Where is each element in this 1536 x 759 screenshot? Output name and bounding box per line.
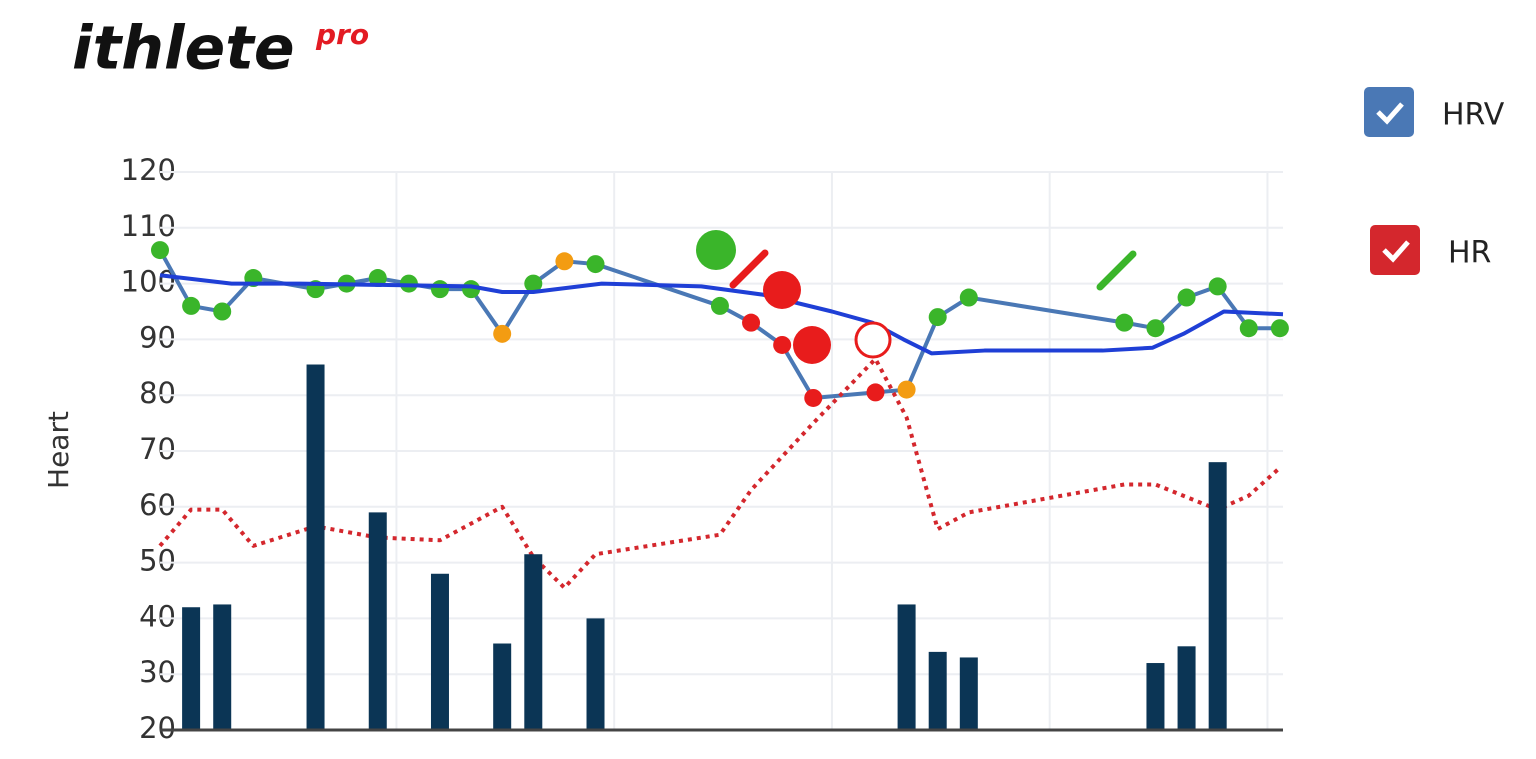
- y-tick-label: 80: [139, 376, 176, 410]
- y-tick-label: 40: [139, 599, 176, 633]
- point: [1177, 288, 1196, 307]
- bar: [897, 604, 916, 730]
- point: [213, 302, 232, 321]
- mood-icons: [696, 230, 1137, 364]
- bar: [213, 604, 232, 730]
- point: [368, 269, 387, 288]
- dropper-icon: [1096, 250, 1137, 291]
- point: [866, 383, 885, 402]
- bar: [959, 657, 978, 730]
- bar: [430, 573, 449, 730]
- dropper-icon: [729, 249, 769, 289]
- y-tick-label: 90: [139, 320, 176, 354]
- legend-check: [1382, 240, 1410, 263]
- legend-label: HRV: [1442, 98, 1505, 133]
- bar: [1177, 646, 1196, 730]
- point: [555, 252, 574, 271]
- bar: [182, 607, 201, 730]
- mood-icon: [763, 271, 801, 309]
- bar: [928, 651, 947, 730]
- point: [1115, 313, 1134, 332]
- point: [1239, 319, 1258, 338]
- mood-icon: [696, 230, 736, 270]
- bar: [1208, 462, 1227, 730]
- mood-icon: [793, 326, 831, 364]
- point: [959, 288, 978, 307]
- legend-check: [1376, 102, 1404, 125]
- y-tick-label: 60: [139, 488, 176, 522]
- y-axis-label: Heart: [42, 411, 75, 489]
- logo-suffix: pro: [315, 18, 369, 51]
- point: [897, 380, 916, 399]
- y-tick-label: 70: [139, 432, 176, 466]
- point: [710, 296, 729, 315]
- point: [773, 335, 792, 354]
- mood-icon: [854, 321, 892, 359]
- point: [1270, 319, 1289, 338]
- bar: [524, 554, 543, 730]
- logo: ithlete: [72, 14, 295, 84]
- point: [1208, 277, 1227, 296]
- point: [151, 241, 169, 260]
- y-tick-label: 30: [139, 655, 176, 689]
- point: [524, 274, 543, 293]
- point: [430, 280, 449, 299]
- trend-line: [159, 273, 1284, 356]
- y-tick-label: 20: [139, 711, 176, 745]
- legend-label: HR: [1448, 236, 1491, 271]
- legend-checkbox[interactable]: [1364, 87, 1414, 137]
- point: [493, 324, 512, 343]
- series-line: [158, 356, 1282, 590]
- y-tick-label: 120: [121, 153, 176, 187]
- bar: [306, 364, 325, 730]
- y-tick-label: 100: [121, 265, 176, 299]
- point: [742, 313, 761, 332]
- bar: [493, 643, 512, 730]
- point: [182, 296, 201, 315]
- legend-checkbox[interactable]: [1370, 225, 1420, 275]
- point: [928, 308, 947, 327]
- point: [804, 388, 823, 407]
- bar: [586, 618, 605, 730]
- y-tick-label: 50: [139, 544, 176, 578]
- y-tick-label: 110: [121, 209, 176, 243]
- point: [586, 255, 605, 274]
- bar: [1146, 663, 1165, 730]
- bar: [368, 512, 387, 730]
- point: [1146, 319, 1165, 338]
